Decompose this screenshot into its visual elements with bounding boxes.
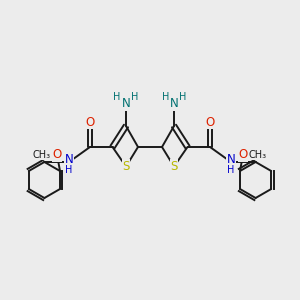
Text: CH₃: CH₃ xyxy=(33,149,51,160)
Text: H: H xyxy=(65,165,73,176)
Text: H: H xyxy=(227,165,235,176)
Text: H: H xyxy=(162,92,169,102)
Text: O: O xyxy=(206,116,214,129)
Text: H: H xyxy=(179,92,187,102)
Text: O: O xyxy=(85,116,94,129)
Text: O: O xyxy=(238,148,247,161)
Text: N: N xyxy=(122,97,130,110)
Text: N: N xyxy=(226,153,236,167)
Text: S: S xyxy=(170,160,178,173)
Text: N: N xyxy=(169,97,178,110)
Text: O: O xyxy=(52,148,62,161)
Text: H: H xyxy=(131,92,138,102)
Text: CH₃: CH₃ xyxy=(249,149,267,160)
Text: H: H xyxy=(113,92,121,102)
Text: S: S xyxy=(122,160,130,173)
Text: N: N xyxy=(64,153,74,167)
